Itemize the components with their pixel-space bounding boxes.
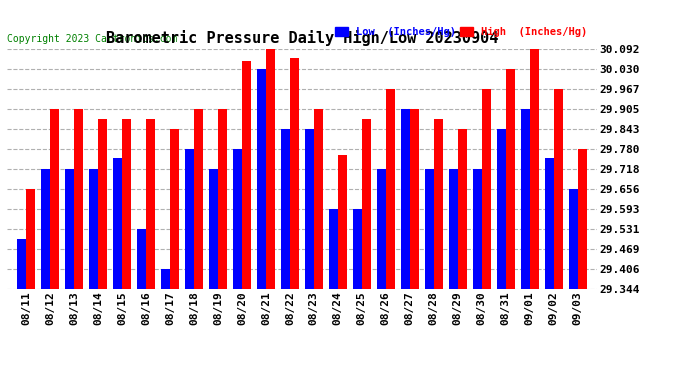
Title: Barometric Pressure Daily High/Low 20230904: Barometric Pressure Daily High/Low 20230… <box>106 30 498 46</box>
Bar <box>50 109 59 289</box>
Bar <box>569 189 578 289</box>
Bar <box>338 155 347 289</box>
Bar <box>290 58 299 289</box>
Bar <box>281 129 290 289</box>
Bar <box>520 109 530 289</box>
Bar <box>506 69 515 289</box>
Bar <box>305 129 314 289</box>
Text: Copyright 2023 Cartronics.com: Copyright 2023 Cartronics.com <box>7 34 177 44</box>
Bar <box>17 239 26 289</box>
Bar <box>170 129 179 289</box>
Bar <box>377 169 386 289</box>
Bar <box>314 109 323 289</box>
Bar <box>497 129 506 289</box>
Bar <box>553 89 563 289</box>
Bar <box>185 149 194 289</box>
Bar <box>74 109 83 289</box>
Bar <box>26 189 35 289</box>
Bar <box>482 89 491 289</box>
Bar <box>353 209 362 289</box>
Bar <box>89 169 98 289</box>
Bar <box>161 269 170 289</box>
Bar <box>122 119 131 289</box>
Bar <box>328 209 338 289</box>
Bar <box>257 69 266 289</box>
Bar <box>386 89 395 289</box>
Legend: Low  (Inches/Hg), High  (Inches/Hg): Low (Inches/Hg), High (Inches/Hg) <box>331 23 591 41</box>
Bar <box>362 119 371 289</box>
Bar <box>530 49 539 289</box>
Bar <box>401 109 410 289</box>
Bar <box>65 169 74 289</box>
Bar <box>41 169 50 289</box>
Bar <box>242 61 251 289</box>
Bar <box>473 169 482 289</box>
Bar <box>113 159 122 289</box>
Bar <box>209 169 218 289</box>
Bar <box>448 169 457 289</box>
Bar <box>266 49 275 289</box>
Bar <box>194 109 203 289</box>
Bar <box>233 149 242 289</box>
Bar <box>434 119 443 289</box>
Bar <box>410 109 419 289</box>
Bar <box>457 129 467 289</box>
Bar <box>146 119 155 289</box>
Bar <box>218 109 227 289</box>
Bar <box>544 159 553 289</box>
Bar <box>578 149 586 289</box>
Bar <box>98 119 107 289</box>
Bar <box>137 229 146 289</box>
Bar <box>424 169 434 289</box>
